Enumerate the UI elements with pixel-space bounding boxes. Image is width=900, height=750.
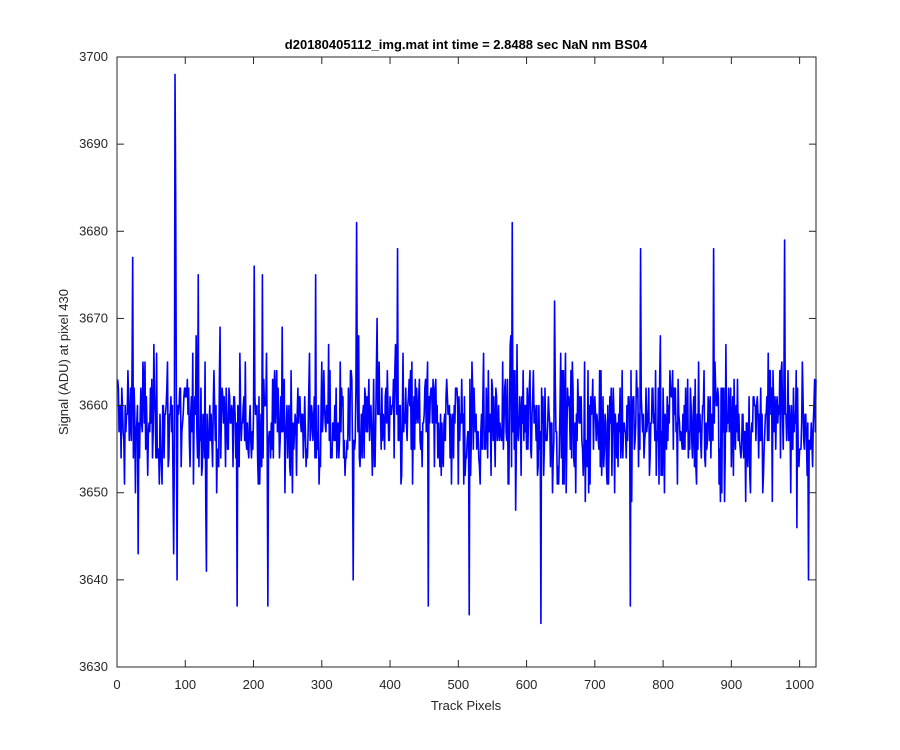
x-tick-label: 600 xyxy=(516,677,538,692)
x-axis-ticks: 0 100 200 300 400 500 600 700 800 900 1000 xyxy=(113,57,814,692)
y-tick-label: 3670 xyxy=(79,310,108,325)
x-tick-label: 300 xyxy=(311,677,333,692)
y-tick-label: 3650 xyxy=(79,485,108,500)
x-tick-label: 700 xyxy=(584,677,606,692)
y-axis-label: Signal (ADU) at pixel 430 xyxy=(56,289,71,435)
x-tick-label: 800 xyxy=(652,677,674,692)
plot-area xyxy=(117,57,816,667)
y-tick-label: 3630 xyxy=(79,659,108,674)
y-tick-label: 3660 xyxy=(79,398,108,413)
x-tick-label: 100 xyxy=(174,677,196,692)
x-axis-label: Track Pixels xyxy=(431,698,502,713)
x-tick-label: 500 xyxy=(447,677,469,692)
y-tick-label: 3640 xyxy=(79,572,108,587)
x-tick-label: 0 xyxy=(113,677,120,692)
y-tick-label: 3690 xyxy=(79,136,108,151)
y-axis-ticks: 3630 3640 3650 3660 3670 3680 3690 3700 xyxy=(79,49,816,674)
axes-box xyxy=(116,56,817,668)
x-tick-label: 900 xyxy=(721,677,743,692)
x-tick-label: 1000 xyxy=(785,677,814,692)
y-tick-label: 3700 xyxy=(79,49,108,64)
series-group xyxy=(116,73,817,625)
x-tick-label: 200 xyxy=(243,677,265,692)
y-tick-label: 3680 xyxy=(79,223,108,238)
chart-title: d20180405112_img.mat int time = 2.8488 s… xyxy=(285,37,648,52)
series-line xyxy=(116,73,817,625)
x-tick-label: 400 xyxy=(379,677,401,692)
